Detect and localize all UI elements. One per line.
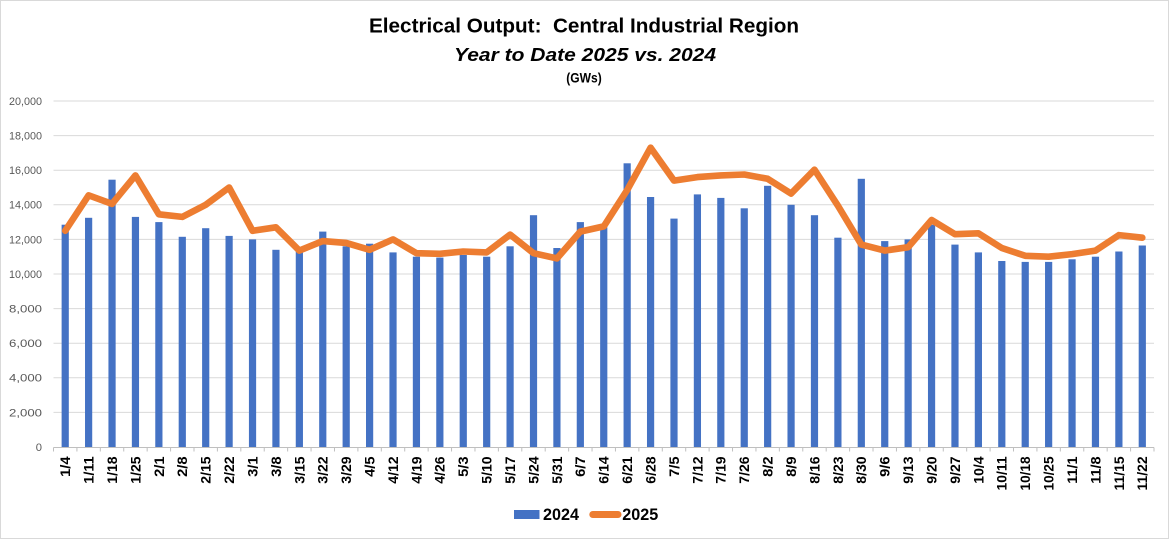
svg-text:4/5: 4/5 <box>362 456 378 477</box>
svg-text:11/15: 11/15 <box>1111 456 1127 490</box>
svg-text:10/11: 10/11 <box>994 456 1010 490</box>
svg-text:6/21: 6/21 <box>619 456 635 484</box>
svg-text:5/3: 5/3 <box>455 456 471 477</box>
svg-text:10,000: 10,000 <box>9 269 42 281</box>
svg-text:18,000: 18,000 <box>9 131 42 143</box>
svg-text:2/8: 2/8 <box>174 456 190 477</box>
svg-text:3/8: 3/8 <box>268 456 284 477</box>
svg-text:3/15: 3/15 <box>291 456 307 484</box>
svg-text:0: 0 <box>36 442 42 454</box>
svg-text:Year to Date 2025 vs. 2024: Year to Date 2025 vs. 2024 <box>454 45 716 65</box>
svg-text:9/20: 9/20 <box>923 456 939 484</box>
svg-text:8,000: 8,000 <box>9 304 42 316</box>
svg-text:8/30: 8/30 <box>853 456 869 484</box>
svg-text:7/19: 7/19 <box>713 456 729 484</box>
svg-text:1/25: 1/25 <box>127 456 143 484</box>
svg-text:4/26: 4/26 <box>432 456 448 484</box>
svg-text:3/1: 3/1 <box>244 456 260 477</box>
svg-text:3/29: 3/29 <box>338 456 354 484</box>
svg-text:14,000: 14,000 <box>9 200 42 212</box>
svg-text:2/22: 2/22 <box>221 456 237 484</box>
svg-text:6/14: 6/14 <box>596 456 612 484</box>
svg-text:8/23: 8/23 <box>830 456 846 484</box>
svg-text:(GWs): (GWs) <box>566 70 601 86</box>
svg-text:2025: 2025 <box>622 506 658 524</box>
svg-text:7/12: 7/12 <box>689 456 705 484</box>
svg-text:4/19: 4/19 <box>408 456 424 484</box>
svg-text:7/26: 7/26 <box>736 456 752 484</box>
svg-text:12,000: 12,000 <box>9 234 42 246</box>
svg-text:7/5: 7/5 <box>666 456 682 477</box>
svg-text:4/12: 4/12 <box>385 456 401 484</box>
svg-text:1/4: 1/4 <box>57 456 73 477</box>
svg-text:2,000: 2,000 <box>9 407 42 419</box>
svg-text:3/22: 3/22 <box>315 456 331 484</box>
svg-text:8/9: 8/9 <box>783 456 799 477</box>
svg-text:2/1: 2/1 <box>151 456 167 477</box>
svg-text:5/31: 5/31 <box>549 456 565 484</box>
svg-text:6/7: 6/7 <box>572 456 588 477</box>
svg-text:1/18: 1/18 <box>104 456 120 484</box>
svg-text:9/6: 9/6 <box>877 456 893 477</box>
svg-text:Electrical Output: Central In: Electrical Output: Central Industrial Re… <box>369 15 799 38</box>
svg-text:9/13: 9/13 <box>900 456 916 484</box>
svg-text:10/18: 10/18 <box>1017 456 1033 490</box>
svg-text:2024: 2024 <box>543 506 580 524</box>
svg-text:11/22: 11/22 <box>1134 456 1150 490</box>
svg-text:11/8: 11/8 <box>1087 456 1103 484</box>
svg-text:2/15: 2/15 <box>198 456 214 484</box>
svg-text:5/10: 5/10 <box>479 456 495 484</box>
svg-text:5/17: 5/17 <box>502 456 518 484</box>
svg-text:20,000: 20,000 <box>9 96 42 108</box>
svg-text:10/4: 10/4 <box>970 456 986 484</box>
svg-text:16,000: 16,000 <box>9 165 42 177</box>
svg-text:8/16: 8/16 <box>806 456 822 484</box>
svg-text:5/24: 5/24 <box>525 456 541 484</box>
svg-text:1/11: 1/11 <box>81 456 97 484</box>
svg-text:10/25: 10/25 <box>1041 456 1057 490</box>
svg-text:4,000: 4,000 <box>9 373 42 385</box>
svg-text:8/2: 8/2 <box>760 456 776 477</box>
svg-text:11/1: 11/1 <box>1064 456 1080 484</box>
svg-text:6,000: 6,000 <box>9 338 42 350</box>
svg-text:9/27: 9/27 <box>947 456 963 484</box>
svg-text:6/28: 6/28 <box>642 456 658 484</box>
